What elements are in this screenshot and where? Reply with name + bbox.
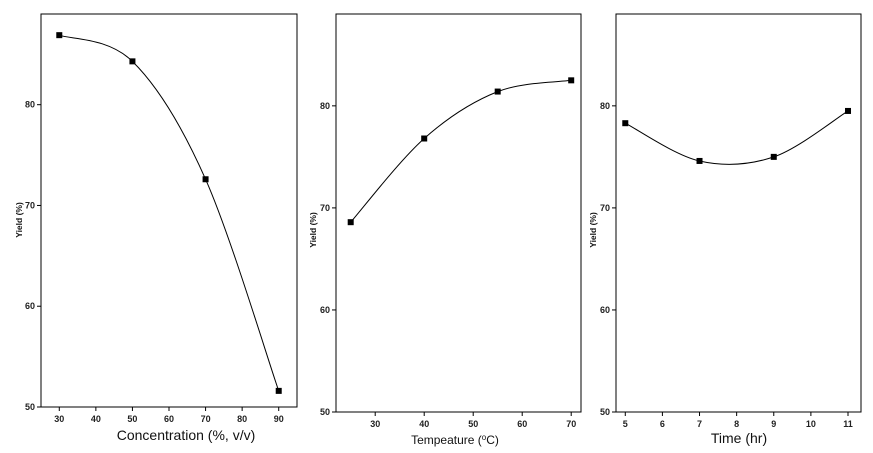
x-tick-label: 40	[419, 419, 429, 429]
x-tick-label: 60	[164, 414, 174, 424]
series-line	[625, 110, 849, 165]
series-line	[350, 79, 572, 223]
x-tick-label: 60	[517, 419, 527, 429]
y-tick-label: 80	[25, 100, 35, 110]
x-axis-label-main: Tempeature (	[411, 433, 482, 447]
x-tick-label: 7	[697, 419, 702, 429]
x-tick-label: 30	[370, 419, 380, 429]
data-point	[845, 107, 852, 114]
x-axis-label: Concentration (%, v/v)	[117, 427, 256, 443]
y-axis-label: Yield (%)	[308, 212, 318, 248]
y-tick-label: 50	[600, 407, 610, 417]
y-tick-label: 60	[600, 305, 610, 315]
x-tick-label: 50	[127, 414, 137, 424]
chart-marks: 30 40 50 60 70 80 90 50 60 70 80 30 40 50 60 70 50 60 70 80…	[25, 32, 853, 429]
x-tick-label: 9	[771, 419, 776, 429]
x-tick-label: 50	[468, 419, 478, 429]
x-tick-label: 6	[660, 419, 665, 429]
plot-frame	[335, 13, 582, 413]
data-point	[770, 153, 777, 160]
x-tick-label: 70	[566, 419, 576, 429]
x-tick-label: 90	[274, 414, 284, 424]
x-tick-label: 8	[734, 419, 739, 429]
data-point	[202, 176, 209, 183]
y-tick-label: 80	[600, 101, 610, 111]
x-axis-label: Time (hr)	[711, 430, 767, 446]
y-tick-label: 80	[320, 101, 330, 111]
series-line	[59, 34, 280, 392]
x-tick-label: 80	[237, 414, 247, 424]
data-point	[622, 120, 629, 127]
x-tick-label: 70	[201, 414, 211, 424]
y-tick-label: 50	[25, 402, 35, 412]
data-point	[275, 387, 282, 394]
panel-time: Yield (%) Time (hr)	[588, 13, 862, 446]
plot-frame	[40, 13, 298, 408]
y-axis-label: Yield (%)	[588, 212, 598, 248]
x-tick-label: 40	[91, 414, 101, 424]
data-point	[568, 77, 575, 84]
data-point	[56, 32, 63, 39]
x-tick-label: 30	[54, 414, 64, 424]
y-tick-label: 70	[25, 200, 35, 210]
data-point	[696, 157, 703, 164]
x-tick-label: 10	[806, 419, 816, 429]
data-point	[494, 88, 501, 95]
x-tick-label: 11	[843, 419, 853, 429]
data-point	[347, 219, 354, 226]
panel-temperature: Yield (%) Tempeature (oC)	[308, 13, 582, 448]
y-tick-label: 60	[25, 301, 35, 311]
data-point	[421, 135, 428, 142]
x-axis-label: Tempeature (oC)	[411, 433, 499, 448]
x-axis-label-suffix: C)	[486, 433, 499, 447]
plot-frame	[615, 13, 862, 413]
data-point	[129, 58, 136, 65]
y-tick-label: 50	[320, 407, 330, 417]
y-tick-label: 70	[600, 203, 610, 213]
y-tick-label: 70	[320, 203, 330, 213]
y-axis-label: Yield (%)	[14, 202, 24, 238]
x-axis-label-superscript: o	[482, 433, 487, 442]
x-tick-label: 5	[623, 419, 628, 429]
y-tick-label: 60	[320, 305, 330, 315]
panel-concentration: Yield (%) Concentration (%, v/v)	[14, 13, 298, 443]
